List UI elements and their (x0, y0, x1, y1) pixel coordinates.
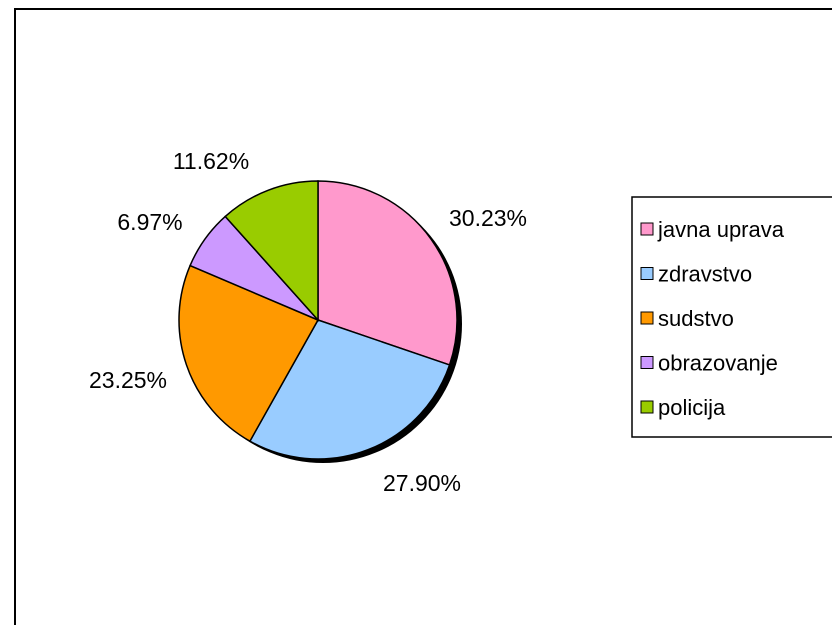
legend-swatch-javna-uprava (640, 222, 654, 236)
pie-slice-zdravstvo (248, 319, 451, 460)
legend-label-javna-uprava: javna uprava (657, 217, 785, 242)
legend-label-policija: policija (658, 395, 726, 420)
legend-frame (631, 196, 832, 438)
legend-label-obrazovanje: obrazovanje (658, 351, 778, 376)
data-label-obrazovanje: 6.97% (117, 209, 182, 235)
legend-label-zdravstvo: zdravstvo (658, 262, 752, 287)
legend: javna uprava zdravstvo sudstvo obrazovanje p… (631, 196, 832, 438)
legend-swatch-obrazovanje (640, 356, 654, 369)
legend-swatch-policija (640, 400, 654, 414)
legend-swatch-sudstvo (640, 311, 654, 325)
legend-swatch-zdravstvo (640, 267, 654, 280)
pie-slice-javna-uprava (317, 180, 458, 366)
data-label-zdravstvo: 27.90% (383, 470, 461, 496)
pie-slice-sudstvo (178, 264, 320, 443)
pie-slice-policija (224, 180, 319, 322)
legend-items: javna uprava zdravstvo sudstvo obrazovanje p… (640, 217, 785, 420)
data-label-sudstvo: 23.25% (89, 367, 167, 393)
legend-label-sudstvo: sudstvo (658, 306, 734, 331)
data-label-policija: 11.62% (173, 148, 249, 174)
pie-data-labels: 30.23% 27.90% 23.25% 6.97% 11.62% (89, 148, 527, 496)
pie-slices (178, 180, 458, 460)
data-label-javna-uprava: 30.23% (449, 205, 527, 231)
